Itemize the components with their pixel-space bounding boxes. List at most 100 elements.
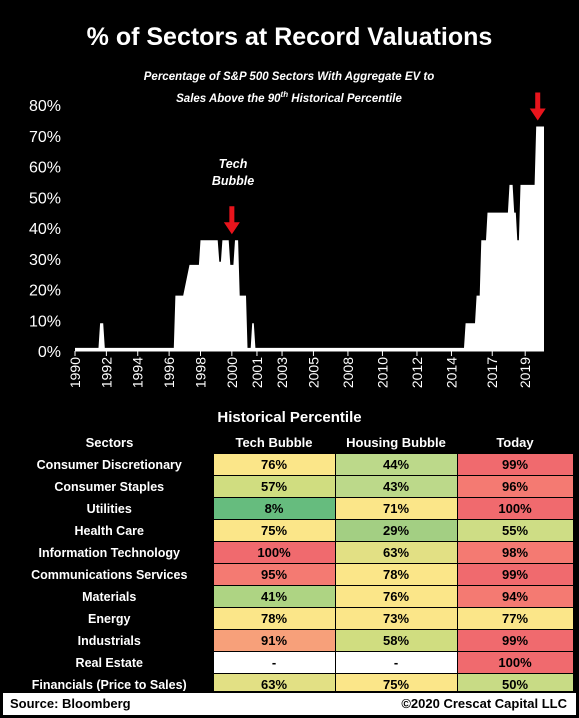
value-cell: 58% <box>334 629 458 652</box>
x-axis-label: Historical Percentile <box>217 409 362 426</box>
sector-name: Materials <box>82 589 137 604</box>
tech-bubble-annotation: Tech Bubble <box>203 156 263 190</box>
x-tick-label: 2014 <box>444 357 460 388</box>
table-row: Consumer Staples 57% 43% 96% <box>6 475 574 498</box>
table-row: Industrials 91% 58% 99% <box>6 629 574 652</box>
x-tick-label: 2008 <box>340 357 356 388</box>
table-row: Utilities 8% 71% 100% <box>6 497 574 520</box>
table-row: Real Estate - -100% <box>6 651 574 674</box>
y-tick-label: 10% <box>29 313 61 330</box>
header-tech-bubble: Tech Bubble <box>235 434 313 450</box>
value-cell: 8% <box>212 497 336 520</box>
red-arrow-marker <box>223 206 240 235</box>
sector-name: Consumer Staples <box>54 479 165 494</box>
value-cell: 76% <box>334 585 458 608</box>
sector-name: Consumer Discretionary <box>36 457 182 472</box>
value-cell: 100% <box>456 497 574 520</box>
sector-name: Industrials <box>77 633 141 648</box>
y-tick-label: 40% <box>29 221 61 238</box>
value-cell: 73% <box>334 607 458 630</box>
subtitle-sup: th <box>280 90 289 99</box>
x-tick-label: 2003 <box>274 357 290 388</box>
table-row: Health Care 75% 29% 55% <box>6 519 574 542</box>
y-tick-label: 20% <box>29 283 61 300</box>
x-tick-label: 2017 <box>484 357 500 388</box>
copyright-label: ©2020 Crescat Capital LLC <box>401 696 567 711</box>
table-row: Consumer Discretionary 76% 44% 99% <box>6 453 574 476</box>
x-tick-label: 2000 <box>224 357 240 388</box>
header-housing-bubble: Housing Bubble <box>346 434 446 450</box>
sector-name: Energy <box>88 611 131 626</box>
annotation-line1: Tech <box>218 157 248 171</box>
x-tick-label: 2012 <box>409 357 425 388</box>
table-row: Communications Services 95% 78% 99% <box>6 563 574 586</box>
value-cell: 76% <box>212 453 336 476</box>
chart-subtitle: Percentage of S&P 500 Sectors With Aggre… <box>103 69 475 108</box>
value-cell: 99% <box>456 629 574 652</box>
header-today: Today <box>496 434 534 450</box>
x-tick-label: 2010 <box>374 357 390 388</box>
value-cell: 55% <box>456 519 574 542</box>
value-cell: 99% <box>456 453 574 476</box>
percentile-table: Sectors Tech Bubble Housing Bubble Today… <box>6 431 574 696</box>
value-cell: 75% <box>334 673 458 696</box>
table-header-row: Sectors Tech Bubble Housing Bubble Today <box>6 431 573 454</box>
x-tick-label: 1990 <box>67 357 83 388</box>
sector-name: Health Care <box>74 523 144 538</box>
value-cell: - <box>334 651 458 674</box>
area-chart: 0% 10% 20% 30% 40% 50% 60% 70% 80% 1990 1992 1994 19… <box>29 92 546 388</box>
value-cell: 44% <box>334 453 458 476</box>
subtitle-line1: Percentage of S&P 500 Sectors With Aggre… <box>143 71 435 83</box>
sector-name: Utilities <box>86 501 132 516</box>
y-tick-label: 70% <box>29 129 61 146</box>
sector-name: Communications Services <box>31 567 188 582</box>
y-tick-label: 50% <box>29 190 61 207</box>
red-arrow-marker <box>529 92 546 121</box>
x-tick-label: 1996 <box>161 357 177 388</box>
value-cell: 71% <box>334 497 458 520</box>
value-cell: 41% <box>212 585 336 608</box>
y-tick-label: 0% <box>38 344 61 361</box>
subtitle-line2-a: Sales Above the 90 <box>176 92 281 105</box>
x-tick-label: 2019 <box>517 357 533 388</box>
source-label: Source: Bloomberg <box>10 696 131 711</box>
x-tick-label: 1992 <box>98 357 114 388</box>
area-series <box>75 126 544 351</box>
y-tick-label: 30% <box>29 252 61 269</box>
x-tick-label: 1994 <box>130 357 146 388</box>
sector-name: Real Estate <box>75 655 143 670</box>
table-row: Financials (Price to Sales) 63% 75% 50% <box>6 673 574 696</box>
subtitle-line2-b: Historical Percentile <box>288 92 402 105</box>
value-cell: 50% <box>456 673 574 696</box>
value-cell: 78% <box>334 563 458 586</box>
chart-title: % of Sectors at Record Valuations <box>86 23 493 51</box>
value-cell: 100% <box>212 541 336 564</box>
table-body: Consumer Discretionary 76% 44% 99% Consumer … <box>6 453 574 696</box>
sector-name: Information Technology <box>38 545 180 560</box>
footer: Source: Bloomberg ©2020 Crescat Capital … <box>3 691 576 715</box>
value-cell: 63% <box>334 541 458 564</box>
value-cell: 91% <box>212 629 336 652</box>
x-tick-label: 2005 <box>305 357 321 388</box>
sector-name: Financials (Price to Sales) <box>31 677 187 692</box>
y-tick-label: 80% <box>29 98 61 115</box>
value-cell: 100% <box>456 651 574 674</box>
value-cell: - <box>212 651 336 674</box>
annotation-line2: Bubble <box>211 174 255 188</box>
y-tick-label: 60% <box>29 160 61 177</box>
value-cell: 77% <box>456 607 574 630</box>
value-cell: 95% <box>212 563 336 586</box>
value-cell: 63% <box>212 673 336 696</box>
value-cell: 96% <box>456 475 574 498</box>
header-sectors: Sectors <box>85 434 134 450</box>
value-cell: 57% <box>212 475 336 498</box>
table-row: Energy 78% 73% 77% <box>6 607 574 630</box>
value-cell: 99% <box>456 563 574 586</box>
table-row: Materials 41% 76% 94% <box>6 585 574 608</box>
value-cell: 29% <box>334 519 458 542</box>
x-tick-label: 2001 <box>249 357 265 388</box>
table-row: Information Technology 100% 63% 98% <box>6 541 574 564</box>
x-tick-label: 1998 <box>193 357 209 388</box>
value-cell: 75% <box>212 519 336 542</box>
